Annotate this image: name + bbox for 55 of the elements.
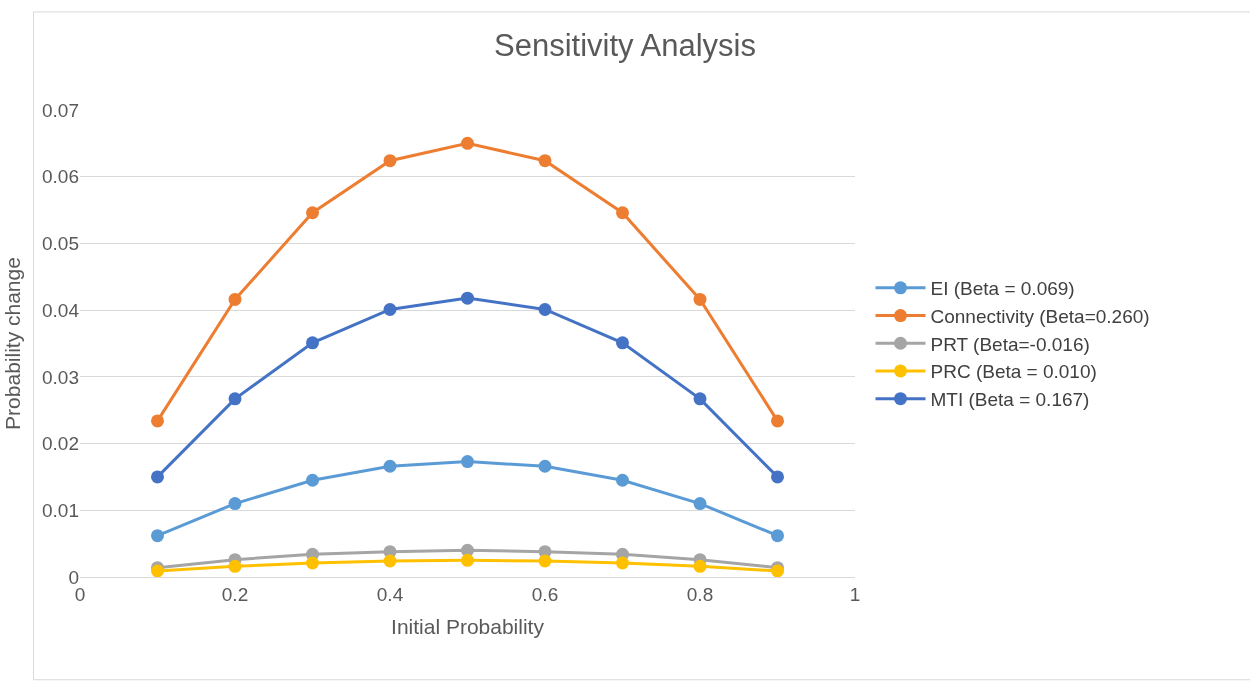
y-tick-label: 0 (68, 566, 79, 588)
y-tick-label: 0.01 (42, 499, 79, 521)
y-tick-label: 0.06 (42, 166, 79, 188)
point (693, 559, 707, 573)
point (306, 206, 319, 220)
y-tick-label: 0.05 (42, 233, 79, 255)
point (383, 154, 397, 168)
point (151, 414, 164, 428)
legend-label: Connectivity (Beta=0.260) (930, 305, 1150, 327)
point (306, 556, 319, 570)
point (538, 554, 552, 568)
legend-label: PRC (Beta = 0.010) (930, 361, 1097, 383)
point (461, 455, 474, 469)
point (461, 553, 474, 567)
y-tick-label: 0.02 (42, 433, 79, 455)
point (461, 291, 474, 305)
point (616, 336, 629, 350)
y-tick-label: 0.04 (42, 299, 80, 321)
point (771, 470, 784, 484)
y-tick-label: 0.03 (42, 366, 79, 388)
legend-label: PRT (Beta=-0.016) (930, 333, 1090, 355)
point (538, 302, 552, 316)
point (306, 473, 319, 487)
legend-label: MTI (Beta = 0.167) (930, 389, 1090, 411)
x-tick-label: 0.8 (686, 583, 714, 605)
point (693, 392, 707, 406)
point (383, 459, 397, 473)
x-tick-label: 0.4 (376, 583, 404, 605)
point (151, 470, 164, 484)
x-axis-title: Initial Probability (391, 615, 545, 638)
point (306, 336, 319, 350)
y-tick-label: 0.07 (42, 99, 79, 121)
point (693, 497, 707, 511)
point (228, 392, 242, 406)
point (228, 292, 242, 306)
point (383, 302, 397, 316)
point (771, 529, 784, 543)
point (616, 556, 629, 570)
point (383, 554, 397, 568)
point (538, 459, 552, 473)
x-tick-label: 0.6 (531, 583, 559, 605)
x-tick-label: 0.2 (221, 583, 249, 605)
point (461, 136, 474, 150)
legend-label: EI (Beta = 0.069) (930, 278, 1075, 300)
point (228, 497, 242, 511)
x-tick-label: 1 (849, 583, 861, 605)
chart-title: Sensitivity Analysis (494, 28, 756, 64)
point (616, 206, 629, 220)
point (151, 529, 164, 543)
point (693, 292, 707, 306)
point (616, 473, 629, 487)
point (228, 559, 242, 573)
point (538, 154, 552, 168)
y-axis-title: Probability change (1, 257, 25, 430)
point (771, 414, 784, 428)
